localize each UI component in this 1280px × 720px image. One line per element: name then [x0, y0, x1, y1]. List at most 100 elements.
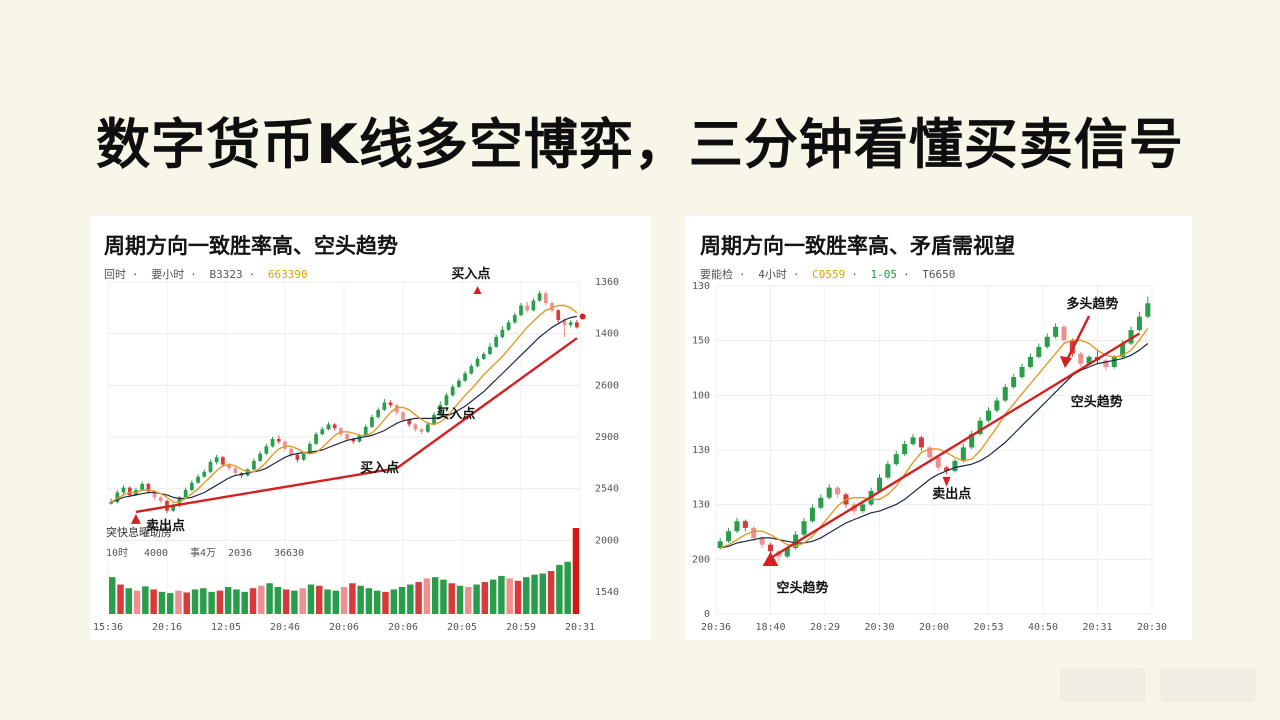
- watermark-block: [1060, 668, 1146, 702]
- left-annotation-buy-1: 买入点: [451, 266, 490, 282]
- left-volume-bar: [208, 591, 215, 614]
- left-candle: [183, 490, 188, 498]
- left-buy-marker-1: [473, 286, 482, 294]
- right-x-tick-label: 20:29: [810, 622, 840, 633]
- left-candle: [351, 439, 356, 442]
- left-sell-marker: [130, 513, 141, 524]
- right-x-tick-label: 20:30: [864, 622, 894, 633]
- right-candle: [1078, 353, 1084, 364]
- left-candle: [376, 409, 381, 418]
- right-x-tick-label: 18:40: [755, 622, 785, 633]
- left-y-tick-label: 2000: [595, 535, 619, 546]
- left-x-tick-label: 20:31: [565, 622, 595, 633]
- left-candle: [115, 492, 120, 503]
- right-x-tick-label: 20:00: [919, 622, 949, 633]
- left-candle: [252, 460, 256, 470]
- left-volume-bar: [142, 586, 149, 614]
- left-volume-bar: [282, 589, 290, 614]
- left-candle: [307, 443, 312, 454]
- left-volume-bar: [473, 584, 480, 614]
- right-y-tick-label: 130: [692, 445, 710, 456]
- left-candle: [258, 453, 263, 461]
- left-volume-bar: [498, 575, 505, 614]
- left-volume-bar: [357, 585, 364, 614]
- right-info-code: C0559: [812, 268, 846, 281]
- left-volume-bar: [523, 577, 530, 614]
- left-candle: [407, 419, 412, 425]
- right-candle: [910, 437, 916, 445]
- left-candle: [295, 454, 300, 460]
- left-candle: [345, 434, 349, 440]
- left-trend-line: [135, 337, 578, 514]
- right-candle: [1011, 377, 1017, 388]
- right-candle: [969, 434, 975, 448]
- left-candle: [432, 414, 436, 425]
- left-volume-bar: [299, 588, 306, 614]
- left-volume-bar: [175, 590, 182, 614]
- left-candle: [208, 462, 213, 472]
- left-candle: [438, 405, 443, 415]
- right-annotation-bear-trend-1: 空头趋势: [1071, 394, 1123, 410]
- left-volume-bar: [481, 582, 489, 614]
- left-x-tick-label: 20:06: [388, 622, 418, 633]
- left-candle: [121, 487, 126, 493]
- right-candle: [1111, 356, 1117, 367]
- left-candle: [301, 453, 306, 460]
- left-info-value: 663390: [267, 268, 308, 281]
- right-candle: [918, 437, 924, 448]
- right-candle: [1086, 356, 1092, 364]
- left-candle: [382, 402, 387, 410]
- right-candle: [1136, 316, 1142, 331]
- left-candle: [289, 448, 294, 455]
- left-y-tick-label: 2600: [595, 380, 619, 391]
- left-annotation-sell: 卖出点: [146, 518, 185, 534]
- left-volume-bar: [125, 588, 133, 614]
- right-x-tick-label: 40:50: [1028, 622, 1058, 633]
- left-candle: [227, 464, 231, 469]
- left-annotation-buy-3: 买入点: [360, 460, 399, 476]
- right-candle: [1128, 330, 1134, 344]
- left-volume-bar: [365, 588, 373, 614]
- left-candle: [233, 468, 238, 474]
- left-candle: [314, 434, 318, 444]
- left-candle: [537, 293, 542, 301]
- right-y-tick-label: 150: [692, 336, 710, 347]
- left-candle: [488, 346, 492, 355]
- left-candle: [394, 405, 399, 413]
- right-chart-title: 周期方向一致胜率高、矛盾需视望: [700, 234, 1015, 258]
- left-candle: [140, 483, 145, 491]
- left-volume-bar: [200, 588, 207, 614]
- left-volume-bar: [249, 588, 257, 614]
- right-bull-arrow-head: [1059, 356, 1072, 368]
- right-info-value: T6650: [922, 268, 956, 281]
- left-volume-bar: [373, 590, 381, 614]
- right-y-tick-label: 130: [692, 500, 710, 511]
- right-candle: [818, 497, 824, 508]
- left-volume-bar: [489, 579, 497, 614]
- right-candle: [876, 477, 883, 492]
- left-volume-bar: [415, 582, 422, 614]
- left-volume-bar: [241, 591, 248, 614]
- left-candle: [320, 429, 325, 435]
- left-candle: [332, 424, 337, 429]
- right-sell-marker: [942, 476, 951, 487]
- right-y-tick-label: 0: [704, 609, 710, 620]
- left-candle: [450, 386, 455, 396]
- right-x-tick-label: 20:36: [701, 622, 731, 633]
- left-volume-bar: [431, 577, 439, 614]
- left-volume-bar: [547, 571, 555, 614]
- left-y-tick-label: 1400: [595, 329, 619, 340]
- left-candle: [214, 457, 219, 463]
- left-y-tick-label: 1540: [595, 587, 619, 598]
- left-candle: [550, 303, 554, 311]
- right-candle: [902, 444, 908, 455]
- left-volume-bar: [291, 590, 298, 614]
- left-volume-bar: [465, 586, 472, 614]
- right-candle: [885, 464, 891, 478]
- left-candle: [413, 424, 418, 430]
- left-candle: [127, 487, 132, 495]
- left-volume-bar: [564, 561, 571, 614]
- left-y-tick-label: 2540: [595, 484, 619, 495]
- left-candle: [469, 366, 474, 374]
- left-volume-bar: [233, 589, 240, 614]
